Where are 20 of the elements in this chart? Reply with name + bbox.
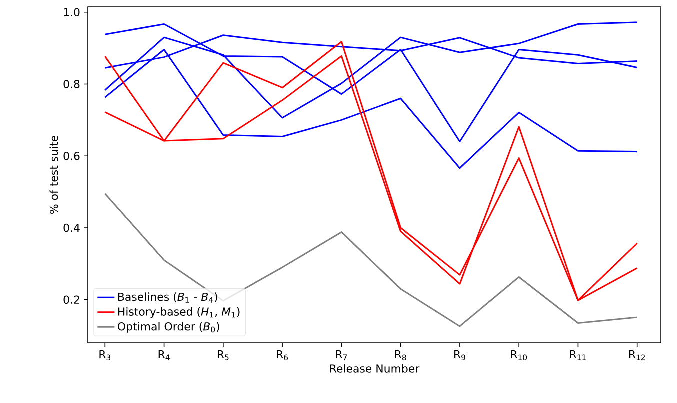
x-tick-label: R$_{4}$ bbox=[158, 350, 170, 360]
x-tick-label: R$_{9}$ bbox=[454, 350, 466, 361]
y-tick-label: 1.0 bbox=[64, 8, 80, 17]
y-tick-label: 0.8 bbox=[64, 80, 80, 88]
legend-label: Baselines (B$_{1}$ - B$_{4}$) bbox=[118, 292, 218, 303]
legend-label: History-based (H$_{1}$, M$_{1}$) bbox=[118, 307, 240, 318]
y-tick-label: 0.4 bbox=[64, 224, 80, 232]
x-tick-label: R$_{5}$ bbox=[218, 350, 229, 360]
x-tick-label: R$_{8}$ bbox=[395, 350, 406, 361]
y-tick-label: 0.2 bbox=[64, 296, 80, 304]
x-axis-title: Release Number bbox=[330, 364, 420, 373]
x-tick-label: R$_{6}$ bbox=[277, 350, 288, 361]
x-tick-label: R$_{3}$ bbox=[100, 350, 111, 361]
x-tick-label: R$_{12}$ bbox=[629, 350, 646, 360]
x-tick-label: R$_{11}$ bbox=[570, 350, 586, 360]
y-tick-label: 0.6 bbox=[64, 152, 80, 160]
legend-label: Optimal Order (B$_{0}$) bbox=[118, 322, 220, 333]
y-axis-title: % of test suite bbox=[50, 136, 58, 214]
x-tick-label: R$_{10}$ bbox=[511, 350, 528, 361]
x-tick-label: R$_{7}$ bbox=[336, 350, 348, 360]
